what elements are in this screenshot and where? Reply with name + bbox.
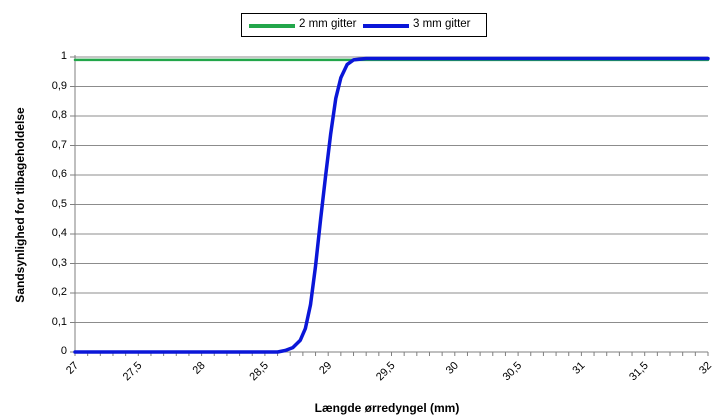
x-tick-label-6: 30 bbox=[444, 360, 461, 377]
y-tick-label-6: 0,6 bbox=[51, 168, 67, 180]
x-tick-label-0: 27 bbox=[64, 360, 81, 377]
y-tick-label-10: 1 bbox=[60, 50, 67, 62]
x-tick-label-3: 28,5 bbox=[247, 360, 271, 384]
x-tick-label-8: 31 bbox=[570, 360, 587, 377]
x-tick-label-7: 30,5 bbox=[501, 360, 525, 384]
y-tick-label-7: 0,7 bbox=[51, 138, 67, 151]
y-tick-label-4: 0,4 bbox=[51, 227, 67, 239]
y-tick-label-0: 0 bbox=[60, 345, 67, 357]
x-tick-label-10: 32 bbox=[697, 360, 713, 377]
legend-label-3mm: 3 mm gitter bbox=[413, 18, 471, 30]
series-line-1 bbox=[73, 56, 710, 354]
x-tick-label-1: 27,5 bbox=[121, 360, 145, 384]
x-tick-label-4: 29 bbox=[317, 360, 334, 377]
x-tick-label-2: 28 bbox=[191, 360, 208, 377]
x-tick-labels: 27 27,5 28 28,5 29 29,5 30 30,5 31 31,5 32 bbox=[64, 360, 713, 384]
x-tick-label-9: 31,5 bbox=[627, 360, 651, 384]
axes bbox=[70, 55, 709, 356]
y-tick-label-8: 0,8 bbox=[51, 109, 67, 121]
y-tick-label-9: 0,9 bbox=[51, 79, 67, 92]
y-tick-label-3: 0,3 bbox=[51, 256, 67, 269]
legend-label-2mm: 2 mm gitter bbox=[299, 18, 357, 30]
y-tick-label-5: 0,5 bbox=[51, 197, 67, 210]
y-axis-title: Sandsynlighed for tilbageholdelse bbox=[13, 107, 27, 303]
x-axis-title: Længde ørredyngel (mm) bbox=[314, 401, 460, 415]
x-tick-label-5: 29,5 bbox=[374, 360, 398, 384]
legend-swatch-3mm bbox=[363, 24, 409, 28]
y-tick-label-2: 0,2 bbox=[51, 286, 67, 298]
legend: 2 mm gitter 3 mm gitter bbox=[241, 13, 487, 37]
legend-swatch-2mm bbox=[249, 24, 295, 28]
gridlines bbox=[75, 56, 708, 323]
y-tick-label-1: 0,1 bbox=[51, 315, 67, 328]
series-lines bbox=[73, 56, 710, 354]
